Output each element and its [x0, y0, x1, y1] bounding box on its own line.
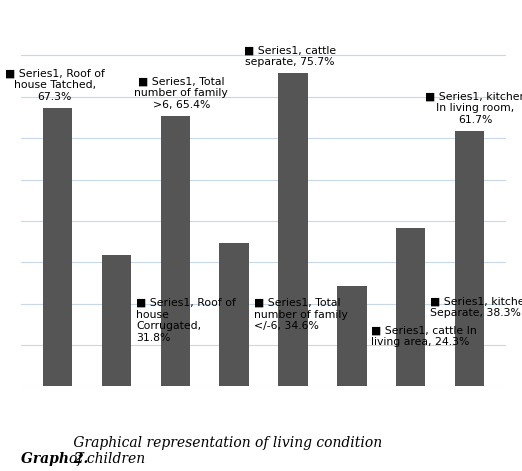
Text: ■ Series1, kitchen
Separate, 38.3%: ■ Series1, kitchen Separate, 38.3%: [430, 296, 522, 318]
Text: ■ Series1, Roof of
house
Corrugated,
31.8%: ■ Series1, Roof of house Corrugated, 31.…: [136, 298, 236, 343]
Bar: [43, 108, 73, 386]
Text: Graph 2.: Graph 2.: [21, 452, 88, 466]
Text: Graphical representation of living condition
of children: Graphical representation of living condi…: [69, 436, 382, 466]
Bar: [161, 116, 190, 386]
Bar: [396, 228, 425, 386]
Bar: [219, 243, 249, 386]
Bar: [455, 131, 484, 386]
Text: ■ Series1, Total
number of family
>6, 65.4%: ■ Series1, Total number of family >6, 65…: [134, 76, 228, 110]
Text: ■ Series1, Roof of
house Tatched,
67.3%: ■ Series1, Roof of house Tatched, 67.3%: [5, 69, 104, 102]
Bar: [278, 73, 308, 386]
Text: ■ Series1, cattle In
living area, 24.3%: ■ Series1, cattle In living area, 24.3%: [371, 325, 477, 347]
Text: ■ Series1, kitchen
In living room,
61.7%: ■ Series1, kitchen In living room, 61.7%: [425, 92, 522, 125]
Text: ■ Series1, Total
number of family
</-6, 34.6%: ■ Series1, Total number of family </-6, …: [254, 298, 347, 331]
Bar: [337, 286, 366, 386]
Bar: [102, 255, 131, 386]
Text: ■ Series1, cattle
separate, 75.7%: ■ Series1, cattle separate, 75.7%: [244, 45, 336, 67]
